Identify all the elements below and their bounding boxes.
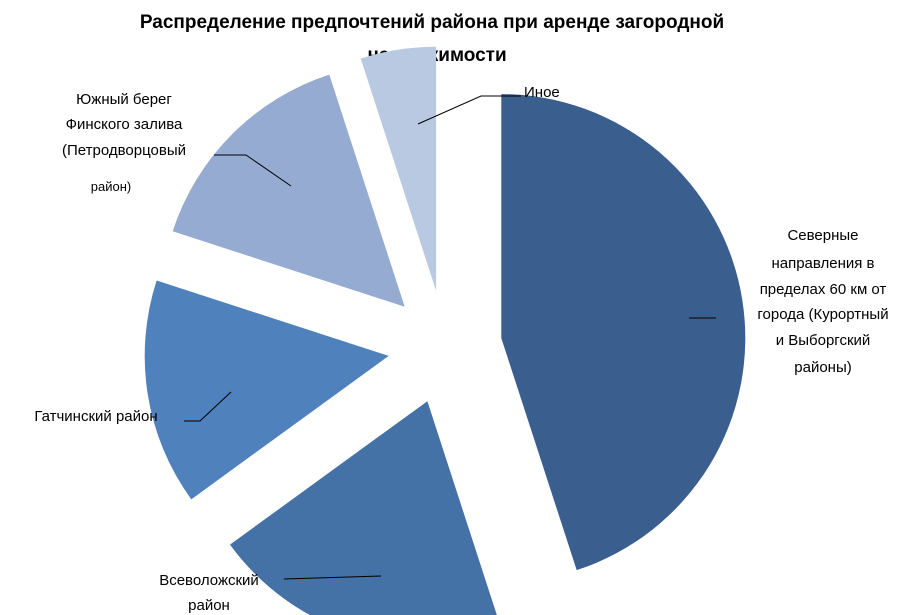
slice-label-yuzhny-line-4: район) bbox=[91, 179, 131, 194]
slice-label-severnye-line-6: районы) bbox=[794, 359, 851, 376]
leader-lines bbox=[184, 95, 716, 580]
pie-slice-inoe bbox=[360, 46, 437, 291]
slice-label-severnye-line-1: Северные bbox=[787, 227, 858, 244]
slice-label-inoe: Иное bbox=[524, 84, 560, 101]
chart-title-line-1: Распределение предпочтений района при ар… bbox=[140, 12, 724, 33]
slice-label-yuzhny-line-1: Южный берег bbox=[76, 91, 172, 108]
slice-label-severnye-line-4: города (Курортный bbox=[757, 306, 888, 323]
pie-slices bbox=[144, 46, 746, 615]
slice-label-severnye-line-2: направления в bbox=[771, 255, 874, 272]
slice-label-vsevolozhsky-line-1: Всеволожский bbox=[159, 572, 259, 589]
leader-line-vsevolozhsky bbox=[283, 575, 382, 580]
leader-line-inoe bbox=[417, 95, 521, 125]
slice-label-yuzhny: Южный берег Финского залива (Петродворцо… bbox=[62, 91, 186, 194]
pie-slice-yuzhny bbox=[172, 74, 405, 307]
slice-label-severnye-line-3: пределах 60 км от bbox=[760, 281, 887, 298]
slice-label-gatchinsky: Гатчинский район bbox=[34, 408, 157, 425]
slice-label-yuzhny-line-2: Финского залива bbox=[66, 116, 183, 133]
slice-label-severnye-line-5: и Выборгский bbox=[776, 332, 871, 349]
pie-slice-severnye bbox=[501, 94, 746, 571]
slice-label-inoe-line-1: Иное bbox=[524, 84, 560, 101]
slice-label-gatchinsky-line-1: Гатчинский район bbox=[34, 408, 157, 425]
slice-label-yuzhny-line-3: (Петродворцовый bbox=[62, 142, 186, 159]
pie-slice-gatchinsky bbox=[144, 280, 389, 500]
leader-line-gatchinsky bbox=[184, 391, 232, 422]
pie-slice-vsevolozhsky bbox=[229, 401, 497, 615]
leader-line-yuzhny bbox=[214, 154, 292, 187]
slice-label-vsevolozhsky-line-2: район bbox=[188, 597, 230, 614]
slice-label-severnye: Северные направления в пределах 60 км от… bbox=[757, 227, 888, 376]
slice-label-vsevolozhsky: Всеволожский район bbox=[159, 572, 259, 614]
